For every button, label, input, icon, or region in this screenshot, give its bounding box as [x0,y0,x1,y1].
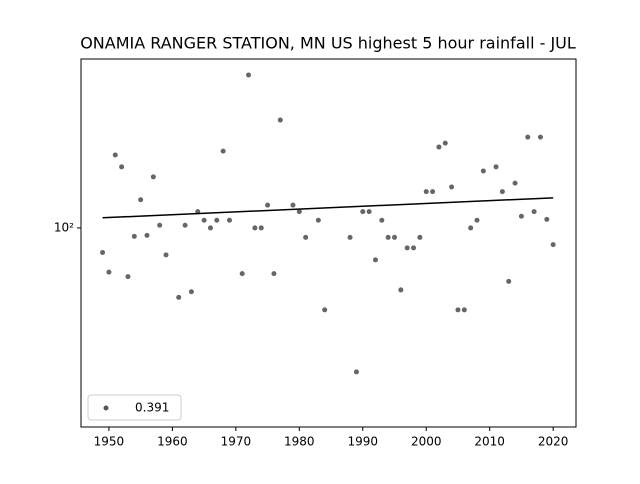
point [442,140,448,146]
point [512,180,518,186]
point [163,252,169,258]
point [125,274,131,280]
point [544,216,550,222]
point [100,249,106,255]
point [531,209,537,215]
point [157,222,163,228]
point [182,222,188,228]
point [366,209,372,215]
point [360,209,366,215]
point [385,234,391,240]
point [550,242,556,248]
x-tick-label: 1990 [347,435,378,449]
plot-frame [80,58,577,428]
x-tick-label: 1980 [284,435,315,449]
chart-title: ONAMIA RANGER STATION, MN US highest 5 h… [80,34,576,53]
point [455,307,461,313]
legend-box [87,394,182,421]
point [430,189,436,195]
point [347,234,353,240]
point [303,234,309,240]
point [201,217,207,223]
point [493,164,499,170]
point [265,202,271,208]
point [423,189,429,195]
point [214,217,220,223]
point [411,245,417,251]
point [119,164,125,170]
point [277,117,283,123]
legend-marker [103,405,109,411]
point [468,225,474,231]
x-tick-label: 2020 [538,435,569,449]
point [436,144,442,150]
point [322,307,328,313]
point [315,217,321,223]
point [106,269,112,275]
x-tick-label: 1970 [221,435,252,449]
point [474,217,480,223]
point [449,184,455,190]
point [220,148,226,154]
point [537,134,543,140]
point [372,257,378,263]
point [506,278,512,284]
point [417,234,423,240]
point [246,72,252,78]
x-tick-label: 2000 [411,435,442,449]
point [404,245,410,251]
point [499,189,505,195]
x-tick-label: 2010 [474,435,505,449]
point [207,225,213,231]
point [461,307,467,313]
point [525,134,531,140]
point [131,233,137,239]
point [271,271,277,277]
point [480,168,486,174]
trend-line [102,197,554,219]
point [392,234,397,240]
point [239,271,245,277]
point [252,225,258,231]
y-tick-label: 10² [54,220,74,234]
point [176,294,182,300]
point [258,225,264,231]
point [398,287,404,293]
point [290,202,296,208]
point [227,217,232,223]
point [150,174,156,180]
point [144,232,150,238]
point [138,197,144,203]
x-tick-label: 1960 [157,435,188,449]
point [353,369,359,375]
legend-label: 0.391 [135,401,169,415]
point [188,289,194,295]
point [379,217,385,223]
point [518,213,524,219]
point [296,209,302,215]
point [112,152,118,158]
x-tick-label: 1950 [94,435,125,449]
